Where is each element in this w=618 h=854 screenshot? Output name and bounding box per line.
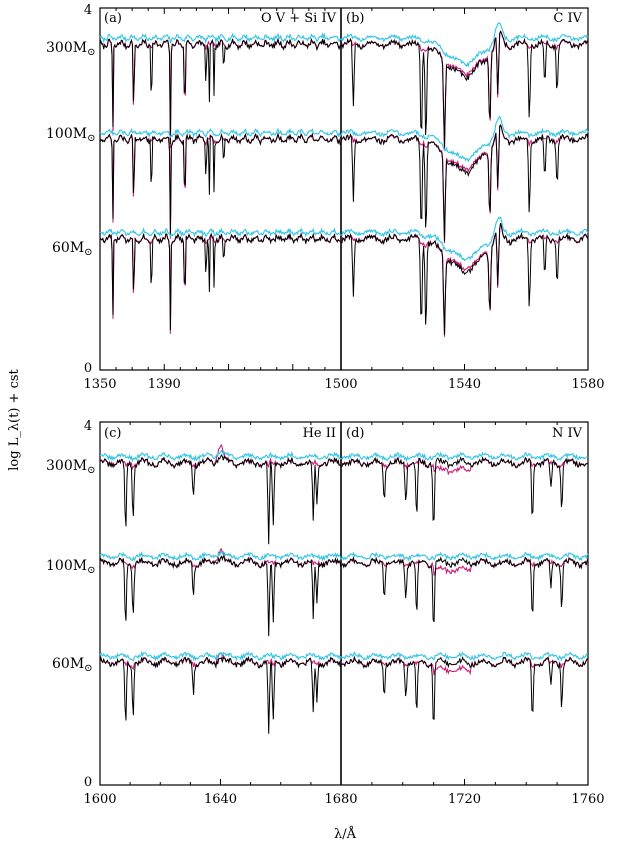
panel-b-xtick-label: 1500 — [324, 377, 357, 392]
panel-a-label: (a) — [104, 11, 122, 26]
panel-d-magenta-series-3 — [340, 656, 589, 676]
row1-mass-label-300: 300M⊙ — [46, 40, 95, 58]
row1-frame — [99, 7, 589, 371]
row2-frame — [99, 421, 589, 786]
panel-d-cyan-series-2 — [340, 551, 589, 562]
panel-a-cyan-series-1 — [99, 32, 342, 45]
panel-c-magenta-series-3 — [99, 652, 342, 671]
row2-mass-label-60: 60M⊙ — [52, 656, 93, 674]
row2-ytick-bottom: 0 — [84, 775, 92, 790]
panel-c-black-series-2 — [99, 555, 342, 637]
panel-d-ion-label: N IV — [552, 426, 583, 441]
panel-d-xtick-label: 1760 — [571, 792, 604, 807]
panel-a-cyan-series-3 — [99, 227, 342, 239]
row1-mass-label-60: 60M⊙ — [52, 240, 93, 258]
row1-ytick-bottom: 0 — [84, 361, 92, 376]
panel-b-magenta-series-2 — [340, 124, 589, 244]
panel-b-magenta-series-3 — [340, 223, 589, 337]
panel-c-xtick-label: 1640 — [204, 792, 237, 807]
panel-d-label: (d) — [346, 426, 364, 441]
panel-a-cyan-series-2 — [99, 127, 342, 139]
panel-a-xtick-label: 1390 — [148, 377, 181, 392]
panel-b-black-series-3 — [340, 222, 589, 335]
panel-b-magenta-series-1 — [340, 30, 589, 150]
y-axis-title: log L_λ(t) + cst — [7, 368, 22, 470]
panel-b-label: (b) — [346, 11, 364, 26]
panel-a-magenta-series-3 — [99, 232, 342, 334]
panel-c-ion-label: He II — [303, 426, 336, 441]
panel-d-black-series-1 — [340, 456, 589, 522]
panel-b-xtick-label: 1580 — [571, 377, 604, 392]
row2-ytick-top: 4 — [84, 419, 92, 434]
panel-a-ion-label: O V + Si IV — [261, 11, 337, 26]
panel-d-cyan-series-1 — [340, 451, 589, 463]
panel-b-cyan-series-1 — [340, 22, 589, 68]
panel-c-label: (c) — [104, 426, 121, 441]
panel-b-cyan-series-2 — [340, 115, 589, 163]
row2-mass-label-100: 100M⊙ — [46, 558, 95, 576]
panel-b-xtick-label: 1540 — [448, 377, 481, 392]
row1-ytick-top: 4 — [84, 3, 92, 18]
panel-d-black-series-3 — [340, 655, 589, 720]
panel-c-cyan-series-3 — [99, 650, 342, 662]
row1-mass-label-100: 100M⊙ — [46, 126, 95, 144]
x-axis-title: λ/Å — [334, 826, 357, 842]
panel-c-black-series-1 — [99, 453, 342, 545]
panel-c-cyan-series-1 — [99, 449, 342, 463]
panel-d-xtick-label: 1680 — [324, 792, 357, 807]
row2-mass-label-300: 300M⊙ — [46, 458, 95, 476]
panel-d-cyan-series-3 — [340, 650, 589, 662]
panel-a-black-series-1 — [99, 37, 342, 145]
panel-b-black-series-1 — [340, 30, 589, 148]
panel-a-magenta-series-2 — [99, 133, 342, 239]
panel-a-black-series-2 — [99, 131, 342, 235]
panel-c-xtick-label: 1600 — [83, 792, 116, 807]
panel-d-xtick-label: 1720 — [448, 792, 481, 807]
panel-b-cyan-series-3 — [340, 216, 589, 262]
panel-b-black-series-2 — [340, 123, 589, 242]
panel-a-black-series-3 — [99, 231, 342, 331]
panel-c-black-series-3 — [99, 655, 342, 734]
panel-c-cyan-series-2 — [99, 550, 342, 562]
panel-b-ion-label: C IV — [553, 11, 582, 26]
panel-a-xtick-label: 1350 — [83, 377, 116, 392]
panel-d-black-series-2 — [340, 555, 589, 623]
